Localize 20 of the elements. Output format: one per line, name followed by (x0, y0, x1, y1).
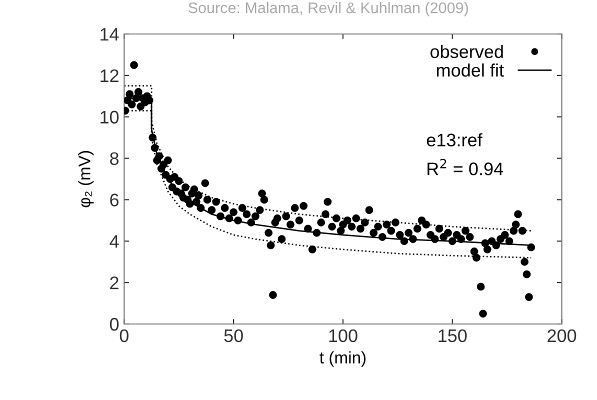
annotation: e13:ref (426, 133, 482, 146)
legend-label: model fit (436, 63, 504, 77)
y-tick-label: 4 (110, 235, 119, 248)
y-tick-label: 2 (110, 276, 118, 290)
y-tick-label: 14 (100, 28, 119, 41)
y-tick-label: 8 (110, 152, 119, 166)
y-tick-label: 6 (110, 194, 119, 206)
x-tick-label: 50 (224, 329, 243, 342)
x-axis-title: t (min) (320, 351, 366, 367)
annotation: R$^{2}$ = 0.94 (428, 158, 504, 176)
source-note: Source: Malama, Revil & Kuhlman (2009) (188, 2, 468, 16)
y-axis-title: φ₂ (mV) (78, 151, 94, 208)
y-tick-label: 12 (100, 69, 118, 82)
legend-label: observed (430, 44, 503, 58)
y-tick-label: 0 (110, 318, 119, 331)
x-tick-label: 100 (329, 329, 358, 342)
y-tick-label: 10 (100, 110, 119, 124)
x-tick-label: 150 (438, 329, 467, 342)
x-tick-label: 0 (120, 329, 128, 342)
x-tick-label: 200 (548, 329, 576, 342)
